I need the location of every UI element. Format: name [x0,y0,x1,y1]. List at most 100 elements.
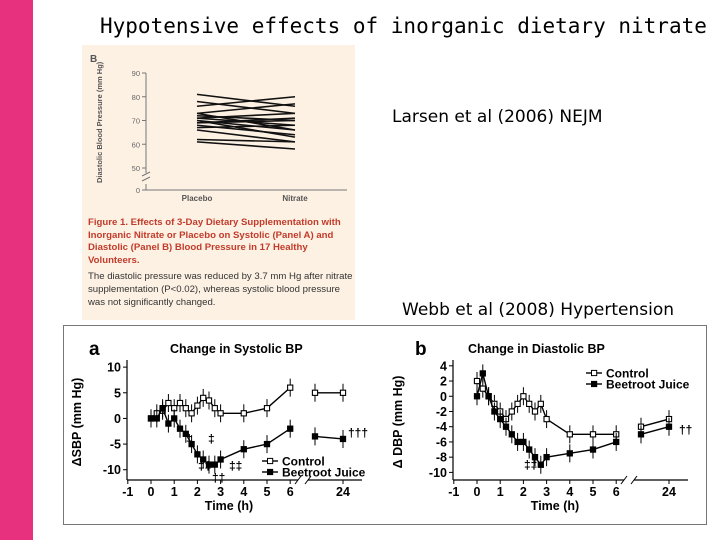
subject-line [196,93,296,108]
y-tick-label: 0 [440,390,447,404]
significance-mark: ‡ [186,432,193,446]
data-point [543,415,550,423]
data-point [339,435,347,443]
data-point [171,415,178,422]
webb-figure: a Change in Systolic BP ΔSBP (mm Hg) 10 5 0 -5… [63,325,707,525]
data-point [205,397,213,404]
significance-mark: ‡ [208,432,215,446]
data-point [176,399,184,407]
x-tick-label: 24 [336,485,350,499]
series-line [640,426,670,435]
legend-label: Beetroot Juice [606,378,690,392]
data-point [200,394,207,402]
panel-label: B [90,54,97,65]
significance-mark: †† [679,423,692,437]
left-accent-bar [0,0,33,540]
data-point [165,399,172,407]
data-point [473,377,481,385]
data-point [665,423,673,430]
data-point [263,440,271,448]
data-point [520,438,527,446]
y-tick-label: -10 [429,466,447,480]
data-point [537,461,544,468]
x-tick-label: -1 [448,485,459,499]
x-tick-label: 5 [590,485,597,499]
legend-marker [267,468,274,476]
axis-break-mark [620,475,628,485]
data-point [508,408,515,415]
legend-marker [591,369,598,377]
data-point [194,451,201,458]
significance-mark: ‡‡ [524,458,537,472]
x-axis-label: Time (h) [531,499,579,513]
panel-label: b [415,339,427,360]
x-tick-label: Placebo [182,194,213,203]
x-tick-label: 1 [497,485,504,499]
y-axis-label: ΔSBP (mm Hg) [70,378,84,467]
data-point [526,400,533,408]
data-point [188,410,195,417]
subject-line [196,141,296,150]
y-tick-label: 4 [440,359,447,373]
axis-break-mark [630,475,638,485]
slide-title: Hypotensive effects of inorganic dietary… [100,14,707,38]
data-point [188,440,195,448]
data-point [287,425,294,432]
x-tick-label: 2 [194,485,201,499]
caption-title-text: Effects of 3-Day Dietary Supplementation… [88,217,341,266]
data-point [473,393,481,400]
legend-marker [267,457,274,465]
panel-label: a [89,339,100,360]
y-tick-label: -10 [103,463,121,477]
y-axis-label: Δ DBP (mm Hg) [391,376,405,469]
y-tick-label: -6 [436,435,447,449]
panel-b: b Change in Diastolic BPΔ DBP (mm Hg)420-… [391,339,692,513]
axis-break-mark [304,475,312,485]
x-tick-label: Nitrate [282,194,308,203]
data-point [339,389,347,396]
data-point [589,431,597,438]
subject-line [196,112,296,119]
data-point [205,461,213,468]
data-point [613,438,620,446]
series-line [476,380,617,436]
y-tick-label: 0 [114,412,121,426]
subject-line [196,95,296,108]
subject-line [196,100,296,115]
data-point [566,450,573,457]
legend-label: Control [606,367,649,381]
data-point [311,389,319,396]
y-tick-label: 5 [114,386,121,400]
x-tick-label: 3 [217,485,224,499]
series-line [640,418,670,428]
y-tick-label: 0 [136,186,140,195]
x-tick-label: 4 [240,485,247,499]
data-point [531,408,539,415]
data-point [566,431,573,438]
axis-break-mark [141,176,151,182]
data-point [194,402,201,409]
data-point [159,405,166,412]
subject-line [196,138,296,143]
significance-mark: ‡‡ [229,459,242,473]
axis-break-mark [141,171,151,177]
data-point [479,385,486,392]
caption-title: Figure 1. Effects of 3-Day Dietary Suppl… [88,217,354,267]
data-point [526,446,533,453]
data-point [147,415,155,422]
data-point [508,431,515,438]
series-line [151,406,291,466]
citation-larsen: Larsen et al (2006) NEJM [392,107,603,127]
x-tick-label: 6 [287,485,294,499]
y-tick-label: 2 [440,375,447,389]
data-point [153,415,160,422]
data-point [311,433,319,440]
y-tick-label: 50 [132,164,140,173]
data-point [589,446,597,453]
y-tick-label: -8 [436,451,447,465]
data-point [211,405,218,412]
data-point [263,405,271,412]
subject-line [196,119,296,124]
subject-line [196,124,296,129]
